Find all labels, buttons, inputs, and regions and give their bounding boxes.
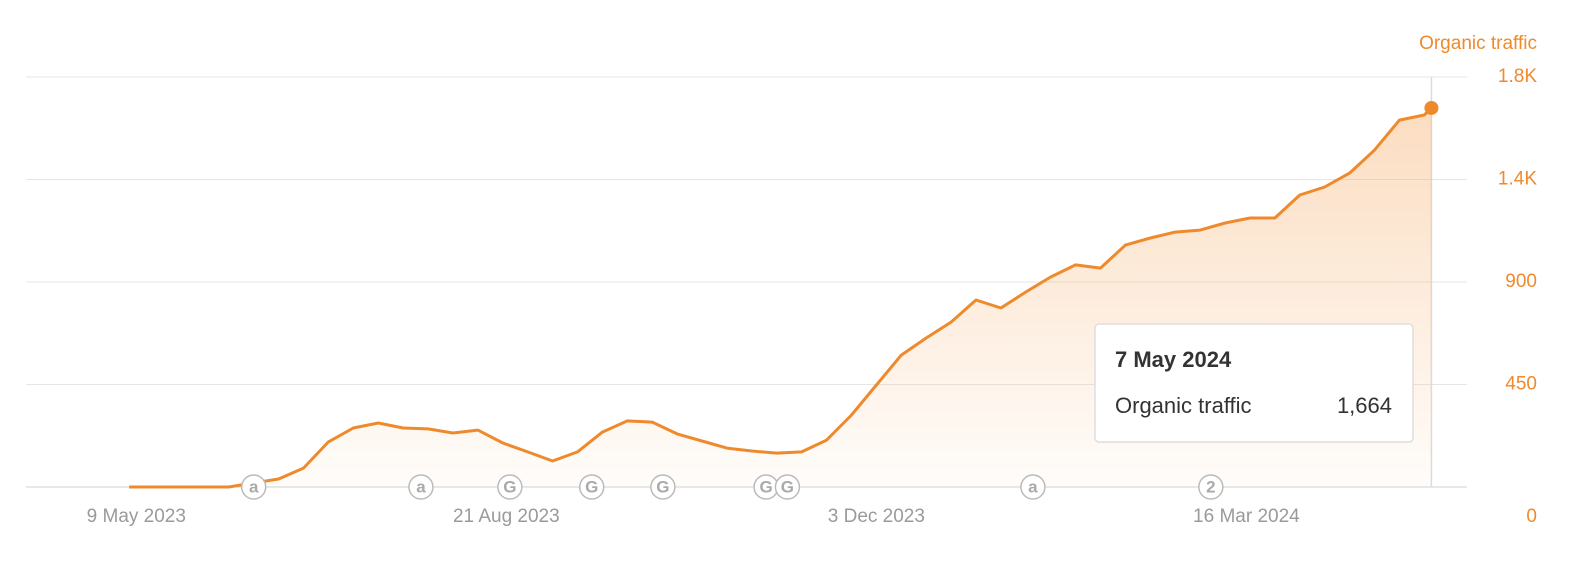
annotation-marker xyxy=(774,474,801,500)
annotation-label: G xyxy=(759,477,772,496)
annotation-marker xyxy=(408,474,434,500)
annotation-marker xyxy=(240,474,267,500)
tooltip-title: 7 May 2024 xyxy=(1115,347,1232,372)
hover-dot xyxy=(1424,100,1439,115)
x-tick-label: 9 May 2023 xyxy=(87,506,186,527)
annotation-marker xyxy=(1020,474,1046,500)
x-tick-label: 3 Dec 2023 xyxy=(828,506,925,527)
x-tick-label: 16 Mar 2024 xyxy=(1193,506,1300,527)
y-tick-label: 900 xyxy=(1505,271,1537,292)
annotation-label: G xyxy=(503,477,516,496)
y-tick-label: 1.8K xyxy=(1498,66,1537,87)
tooltip: 7 May 2024 Organic traffic 1,664 xyxy=(1094,323,1414,443)
y-tick-label: 0 xyxy=(1526,506,1537,527)
y-tick-label: 450 xyxy=(1505,374,1537,395)
annotation-label: G xyxy=(781,477,794,496)
annotation-label: a xyxy=(1028,477,1038,496)
annotation-marker xyxy=(1198,474,1224,500)
annotation-marker xyxy=(650,474,676,500)
annotation-label: G xyxy=(656,477,669,496)
x-tick-label: 21 Aug 2023 xyxy=(453,506,560,527)
tooltip-series-name: Organic traffic xyxy=(1115,393,1252,418)
annotation-label: 2 xyxy=(1206,477,1215,496)
tooltip-value: 1,664 xyxy=(1337,393,1392,418)
y-axis-title: Organic traffic xyxy=(1419,33,1537,54)
annotation-label: G xyxy=(585,477,598,496)
line xyxy=(129,106,1433,489)
annotation-label: a xyxy=(416,477,426,496)
annotation-marker xyxy=(578,474,605,500)
tooltip-box xyxy=(1094,323,1414,443)
y-tick-label: 1.4K xyxy=(1498,169,1537,190)
annotation-marker xyxy=(497,474,523,500)
annotation-label: a xyxy=(249,477,259,496)
